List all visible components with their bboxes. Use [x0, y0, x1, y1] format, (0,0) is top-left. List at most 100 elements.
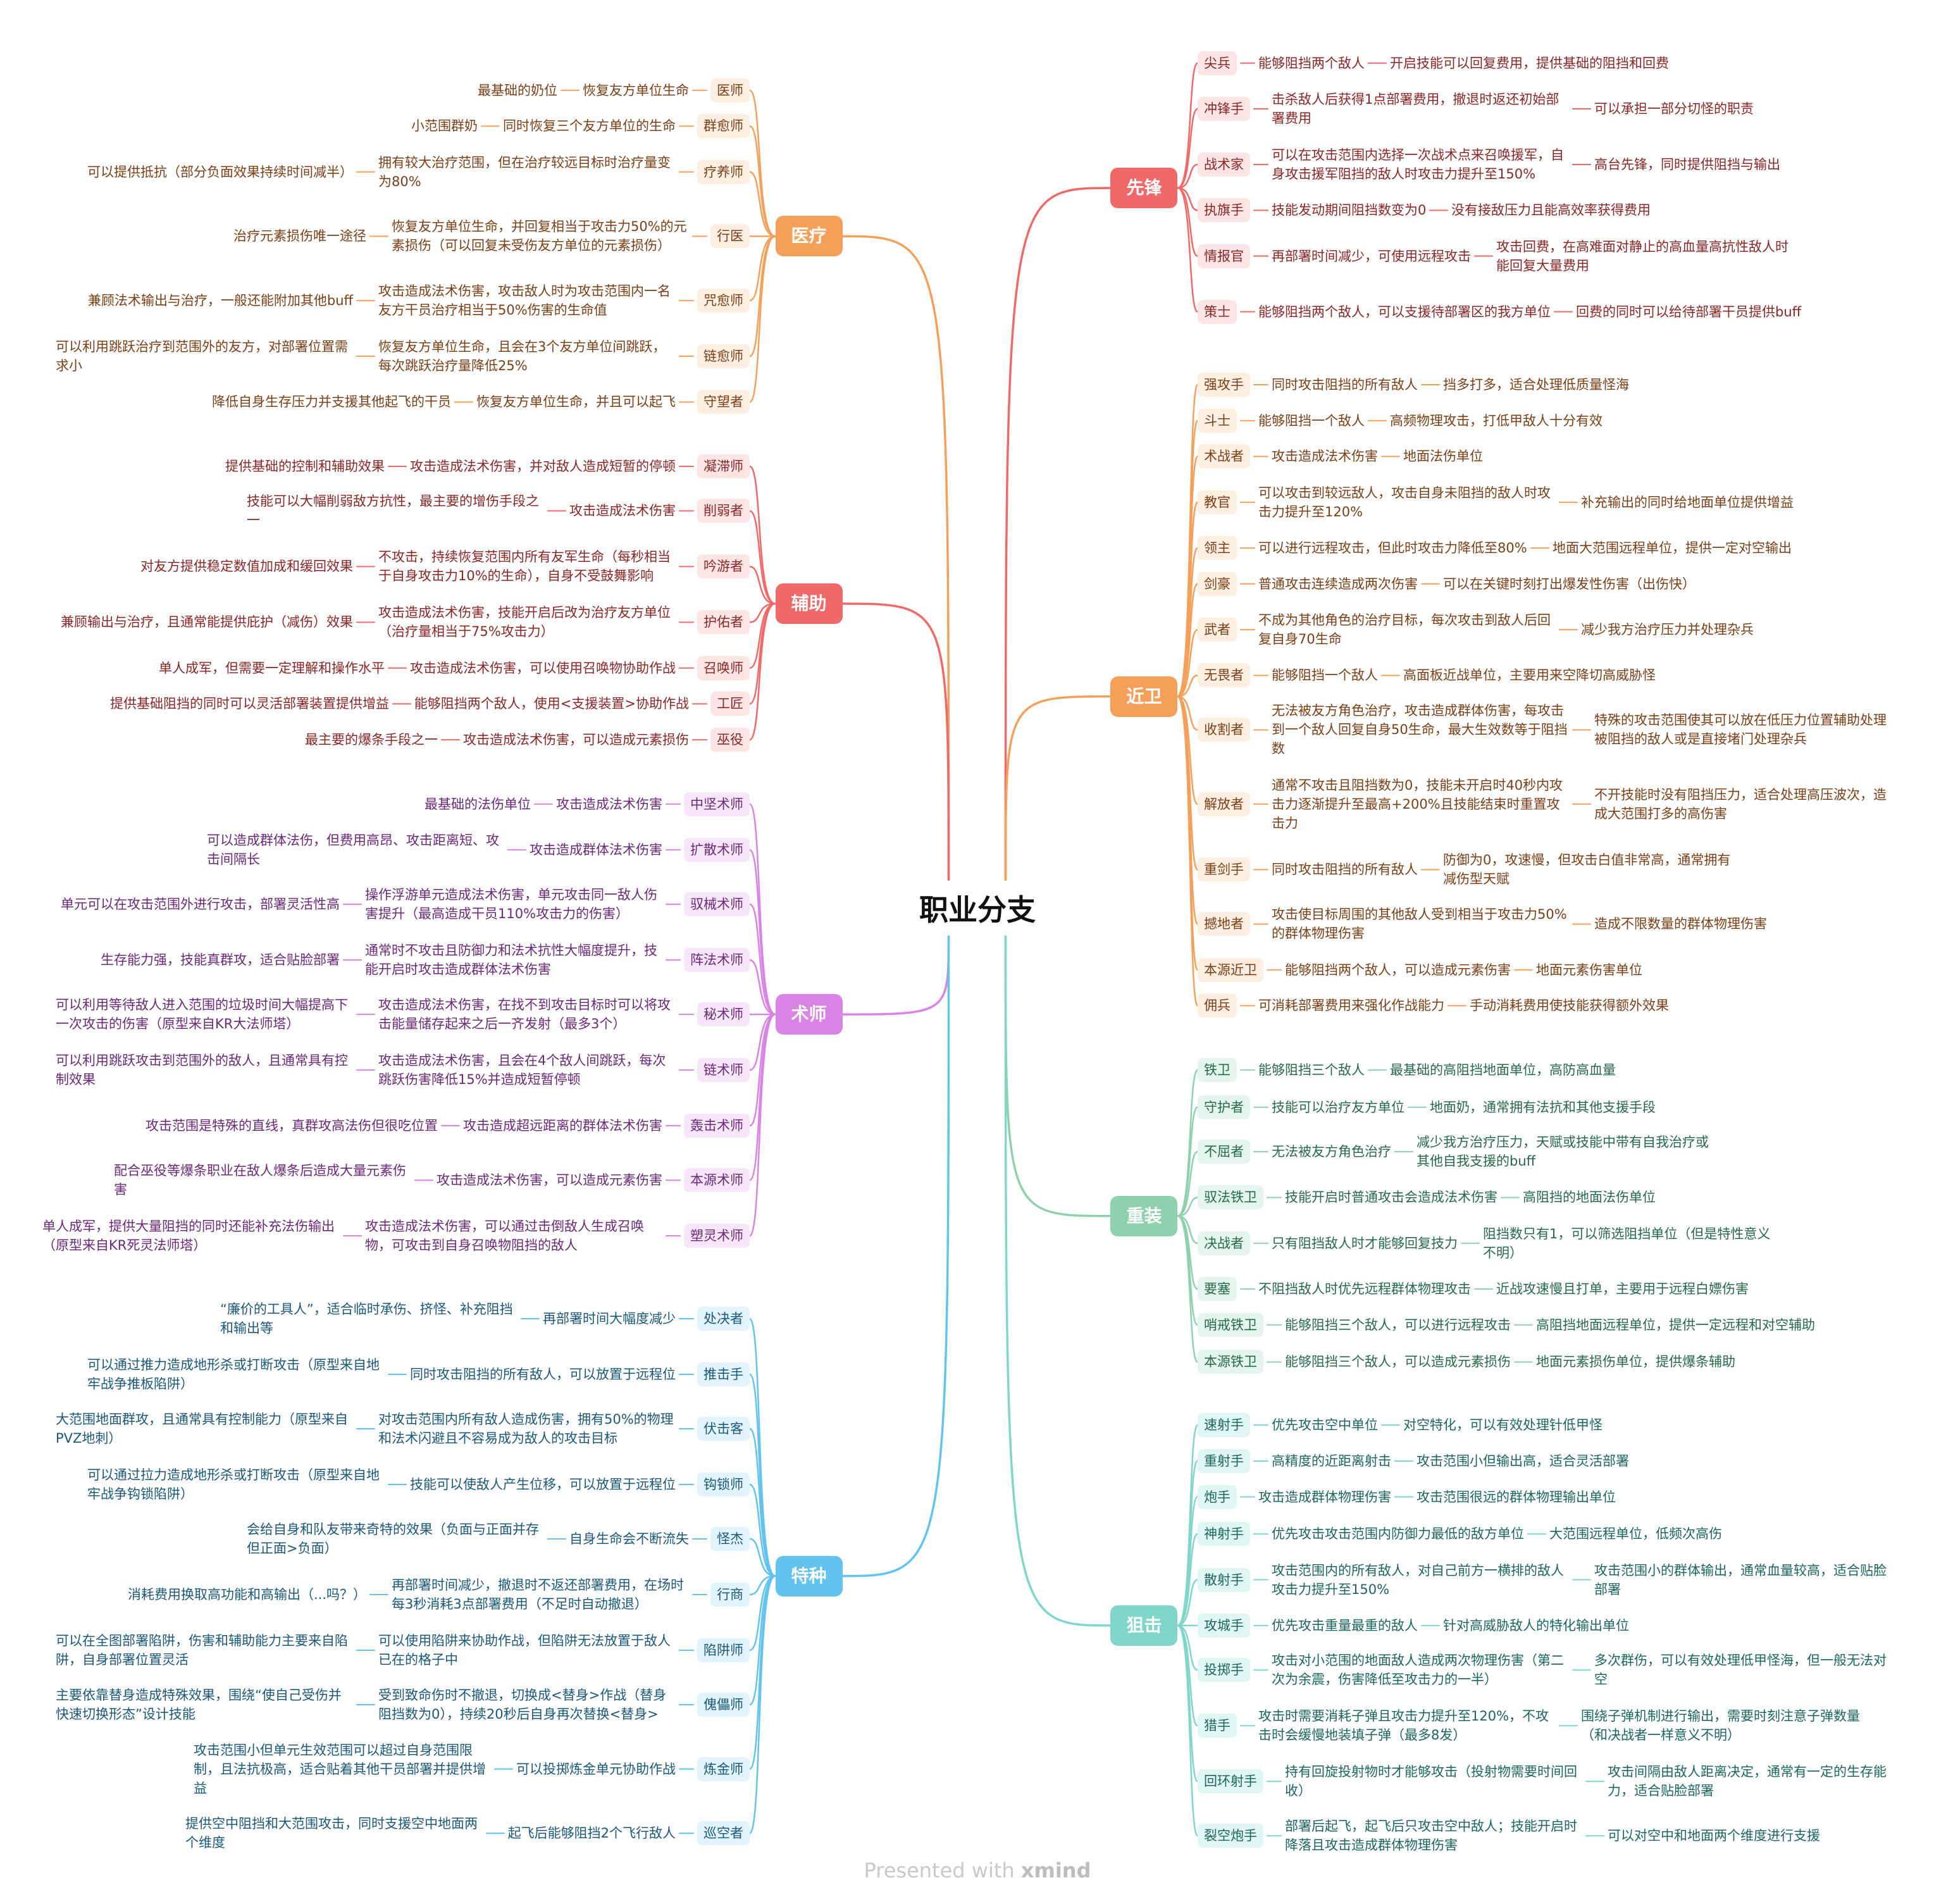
note: 地面元素损伤单位，提供爆条辅助 — [1536, 1354, 1735, 1370]
branch-child-link — [748, 602, 776, 705]
note: 单人成军，但需要一定理解和操作水平 — [159, 660, 385, 676]
sub-topic: 守护者 — [1198, 1095, 1250, 1119]
sub-topic: 本源铁卫 — [1198, 1350, 1263, 1374]
note: 没有接敌压力且能高效率获得费用 — [1451, 202, 1651, 218]
description: 能够阻挡三个敌人，可以进行远程攻击 — [1285, 1317, 1511, 1333]
description: 可以投掷炼金单元协助作战 — [516, 1761, 676, 1777]
branch-child-link — [748, 510, 776, 605]
note: 可以承担一部分切怪的职责 — [1594, 101, 1754, 117]
description: 能够阻挡一个敌人 — [1258, 413, 1365, 428]
sub-topic: 炮手 — [1198, 1484, 1237, 1509]
sub-topic: 守望者 — [697, 390, 750, 414]
branch-child-link — [748, 1483, 776, 1577]
branch-child-link — [748, 602, 776, 741]
note: 主要依靠替身造成特殊效果，围绕“使自己受伤并快速切换形态”设计技能 — [56, 1687, 342, 1722]
description: 能够阻挡两个敌人，可以造成元素伤害 — [1285, 962, 1511, 978]
note: 最基础的法伤单位 — [425, 796, 531, 812]
branch-child-link — [1177, 628, 1199, 697]
note: 减少我方治疗压力并处理杂兵 — [1581, 622, 1754, 638]
branch-child-link — [1177, 108, 1199, 189]
description: 击杀敌人后获得1点部署费用，撤退时返还初始部署费用 — [1272, 92, 1559, 127]
note: 攻击范围小但单元生效范围可以超过自身范围限制，且法抗极高，适合贴着其他干员部署并… — [194, 1742, 486, 1796]
sub-topic: 召唤师 — [697, 656, 750, 680]
footer-text: Presented with — [864, 1858, 1015, 1882]
branch-child-link — [748, 566, 776, 605]
note: 生存能力强，技能真群攻，适合贴脸部署 — [101, 952, 340, 968]
note: 减少我方治疗压力，天赋或技能中带有自我治疗或其他自我支援的buff — [1416, 1135, 1709, 1169]
note: 手动消耗费用使技能获得额外效果 — [1470, 998, 1669, 1014]
note: 造成不限数量的群体物理伤害 — [1594, 916, 1767, 932]
sub-topic: 巫役 — [710, 728, 750, 752]
sub-topic: 武者 — [1198, 618, 1237, 642]
note: 挡多打多，适合处理低质量怪海 — [1443, 377, 1629, 392]
root-branch-link — [1004, 695, 1112, 881]
sub-topic: 不屈者 — [1198, 1140, 1250, 1164]
description: 攻击造成法术伤害，并对敌人造成短暂的停顿 — [410, 459, 676, 475]
sub-topic: 伏击客 — [697, 1417, 750, 1441]
sub-topic: 驭械术师 — [684, 892, 750, 917]
note: 攻击范围很远的群体物理输出单位 — [1416, 1489, 1616, 1505]
description: 通常时不攻击且防御力和法术抗性大幅度提升，技能开启时攻击造成群体法术伤害 — [365, 943, 657, 978]
branch-child-link — [1177, 675, 1199, 697]
description: 拥有较大治疗范围，但在治疗较远目标时治疗量变为80% — [378, 154, 671, 189]
sub-topic: 神射手 — [1198, 1522, 1250, 1546]
sub-topic: 轰击术师 — [684, 1114, 750, 1138]
note: 最基础的高阻挡地面单位，高防高血量 — [1390, 1062, 1616, 1078]
description: 优先攻击攻击范围内防御力最低的敌方单位 — [1272, 1526, 1524, 1542]
branch-child-link — [748, 849, 776, 1016]
description: 技能可以使敌人产生位移，可以放置于远程位 — [410, 1477, 676, 1492]
branch-topic: 医疗 — [775, 216, 843, 257]
description: 再部署时间减少，撤退时不返还部署费用，在场时每3秒消耗3点部署费用（不足时自动撤… — [392, 1577, 684, 1612]
sub-topic: 链术师 — [697, 1058, 750, 1083]
sub-topic: 推击手 — [697, 1362, 750, 1386]
branch-child-link — [748, 235, 776, 358]
note: 可以利用等待敌人进入范围的垃圾时间大幅提高下一次攻击的伤害（原型来自KR大法师塔… — [56, 997, 348, 1032]
sub-topic: 教官 — [1198, 490, 1237, 514]
sub-topic: 工匠 — [710, 692, 750, 716]
note: 不开技能时没有阻挡压力，适合处理高压波次，造成大范围打多的高伤害 — [1594, 787, 1887, 821]
note: 针对高威胁敌人的特化输出单位 — [1443, 1617, 1629, 1633]
description: 通常不攻击且阻挡数为0，技能未开启时40秒内攻击力逐渐提升至最高+200%且技能… — [1272, 777, 1563, 831]
sub-topic: 疗养师 — [697, 159, 750, 184]
note: 攻击范围是特殊的直线，真群攻高法伤但很吃位置 — [146, 1118, 438, 1134]
sub-topic: 冲锋手 — [1198, 97, 1250, 121]
branch-child-link — [748, 1373, 776, 1577]
description: 同时攻击阻挡的所有敌人 — [1272, 862, 1418, 878]
branch-child-link — [748, 1538, 776, 1577]
sub-topic: 钩锁师 — [697, 1472, 750, 1496]
note: 技能可以大幅削弱敌方抗性，最主要的增伤手段之一 — [247, 494, 539, 528]
description: 攻击造成法术伤害，可以通过击倒敌人生成召唤物，可攻击到自身召唤物阻挡的敌人 — [365, 1219, 644, 1254]
sub-topic: 术战者 — [1198, 444, 1250, 469]
note: 近战攻速慢且打单，主要用于远程白嫖伤害 — [1496, 1281, 1749, 1297]
branch-child-link — [748, 1013, 776, 1237]
note: 地面法伤单位 — [1403, 449, 1483, 464]
sub-topic: 吟游者 — [697, 554, 750, 579]
note: 高阻挡地面远程单位，提供一定远程和对空辅助 — [1536, 1317, 1815, 1333]
branch-child-link — [748, 465, 776, 605]
note: 大范围远程单位，低频次高伤 — [1549, 1526, 1722, 1542]
sub-topic: 重射手 — [1198, 1448, 1250, 1473]
note: 攻击范围小的群体输出，通常血量较高，适合贴脸部署 — [1594, 1562, 1887, 1597]
sub-topic: 处决者 — [697, 1307, 750, 1331]
note: 降低自身生存压力并支援其他起飞的干员 — [212, 394, 451, 410]
branch-child-link — [1177, 187, 1199, 257]
description: 再部署时间减少，可使用远程攻击 — [1272, 248, 1471, 264]
sub-topic: 行医 — [710, 224, 750, 249]
note: 消耗费用换取高功能和高输出（...吗？） — [127, 1586, 366, 1602]
branch-topic: 重装 — [1110, 1195, 1178, 1236]
sub-topic: 执旗手 — [1198, 198, 1250, 223]
sub-topic: 咒愈师 — [697, 289, 750, 313]
sub-topic: 解放者 — [1198, 792, 1250, 816]
sub-topic: 秘术师 — [697, 1002, 750, 1027]
note: 地面元素伤害单位 — [1536, 962, 1642, 978]
sub-topic: 强攻手 — [1198, 373, 1250, 397]
branch-child-link — [1177, 695, 1199, 1007]
root-branch-link — [841, 935, 950, 1577]
note: 大范围地面群攻，且通常具有控制能力（原型来自PVZ地刺） — [56, 1412, 348, 1447]
description: 再部署时间大幅度减少 — [543, 1311, 676, 1327]
sub-topic: 猎手 — [1198, 1714, 1237, 1738]
description: 恢复友方单位生命，并回复相当于攻击力50%的元素损伤（可以回复未受伤友方单位的元… — [392, 219, 687, 254]
branch-topic: 辅助 — [775, 583, 843, 625]
branch-child-link — [748, 89, 776, 237]
sub-topic: 扩散术师 — [684, 838, 750, 862]
